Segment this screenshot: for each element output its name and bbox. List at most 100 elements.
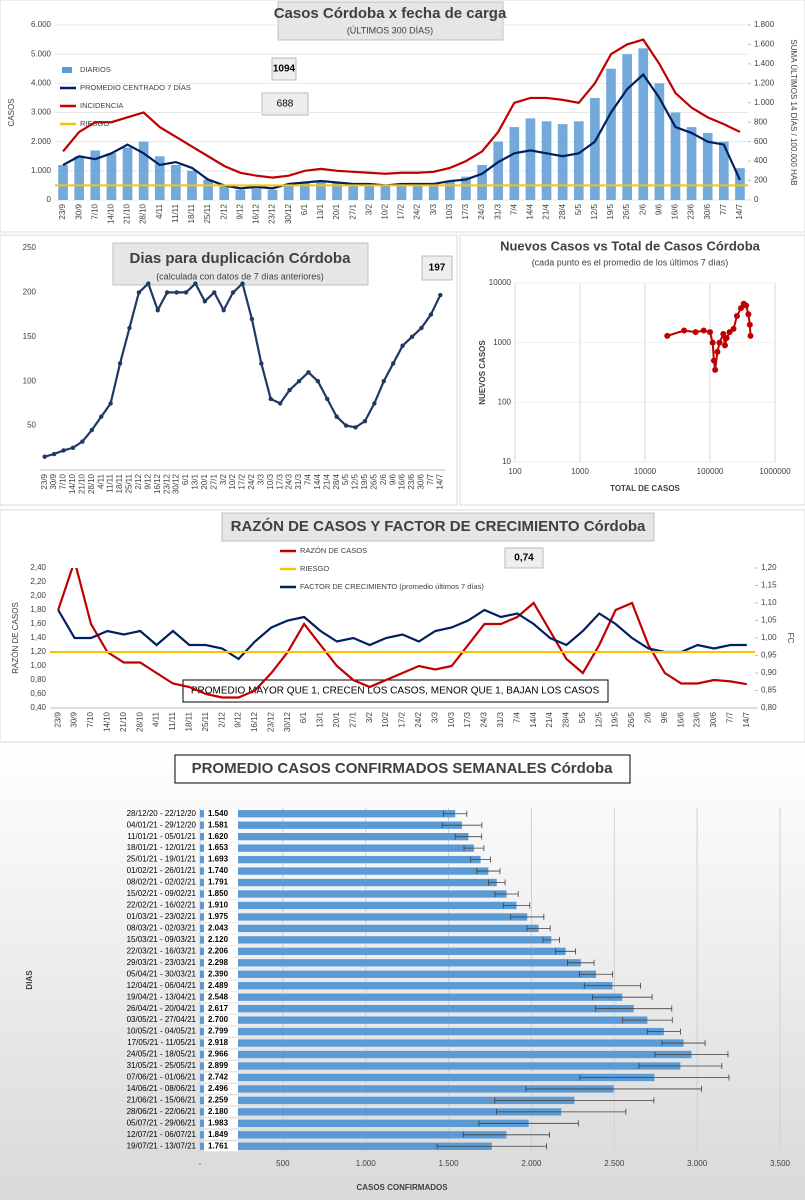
y-tick-label: 1.000 bbox=[31, 166, 52, 175]
value-label-box bbox=[204, 1083, 238, 1094]
error-bar bbox=[462, 1131, 550, 1138]
x-tick-label: 7/7 bbox=[426, 473, 435, 485]
bar bbox=[445, 181, 455, 200]
x-tick-label: 26/5 bbox=[369, 473, 378, 489]
point bbox=[164, 290, 170, 295]
y-tick-label: 05/04/21 - 30/03/21 bbox=[127, 969, 197, 978]
x-tick-label: 6/1 bbox=[181, 473, 190, 485]
chart-title: Casos Córdoba x fecha de carga bbox=[274, 5, 507, 22]
y2-tick-label: 0,90 bbox=[761, 668, 777, 677]
y2-tick-label: 1,10 bbox=[761, 598, 777, 607]
error-bar bbox=[525, 1085, 702, 1092]
x-tick-label: 14/10 bbox=[68, 473, 77, 494]
y-tick-label: 31/05/21 - 25/05/21 bbox=[127, 1061, 197, 1070]
y2-tick-label: 600 bbox=[754, 137, 768, 146]
value-label: 1.581 bbox=[208, 820, 229, 829]
x-tick-label: 7/4 bbox=[304, 473, 313, 485]
y-tick-label: 1,40 bbox=[30, 633, 46, 642]
error-bar bbox=[478, 1120, 579, 1127]
x-tick-label: 19/5 bbox=[606, 203, 615, 219]
bar bbox=[396, 183, 407, 200]
value-label-box bbox=[204, 946, 238, 957]
value-label-box bbox=[204, 934, 238, 945]
bar bbox=[200, 855, 481, 864]
bar bbox=[525, 118, 536, 200]
bar bbox=[718, 141, 729, 200]
y2-tick-label: 1,20 bbox=[761, 563, 777, 572]
y-tick-label: 12/04/21 - 06/04/21 bbox=[127, 981, 197, 990]
bar bbox=[200, 947, 566, 956]
point bbox=[714, 348, 721, 355]
x-tick-label: 3/2 bbox=[364, 203, 373, 215]
y-tick-label: 17/05/21 - 11/05/21 bbox=[127, 1038, 196, 1047]
error-bar bbox=[542, 936, 560, 943]
x-tick-label: 21/10 bbox=[123, 203, 132, 224]
error-bar bbox=[567, 959, 595, 966]
bar bbox=[622, 54, 632, 200]
x-tick-label: 17/2 bbox=[238, 473, 247, 489]
point bbox=[89, 427, 95, 433]
y-tick-label: 18/01/21 - 12/01/21 bbox=[127, 843, 197, 852]
bar bbox=[200, 832, 469, 841]
bar bbox=[200, 924, 539, 933]
x-tick-label: 23/6 bbox=[693, 711, 702, 727]
series-line bbox=[57, 568, 747, 699]
error-bar bbox=[436, 1143, 547, 1150]
bar bbox=[541, 121, 552, 200]
x-tick-label: 9/12 bbox=[143, 473, 152, 489]
point bbox=[117, 361, 123, 366]
x-tick-label: 11/11 bbox=[168, 711, 177, 730]
x-tick-label: 9/12 bbox=[234, 711, 243, 727]
bar bbox=[606, 68, 616, 200]
bar bbox=[380, 185, 391, 200]
value-label: 2.799 bbox=[208, 1027, 229, 1036]
value-label-box bbox=[204, 911, 238, 922]
x-tick-label: 1.000 bbox=[356, 1159, 377, 1168]
y-tick-label: 0 bbox=[47, 195, 52, 204]
x-tick-label: 7/4 bbox=[509, 203, 518, 215]
point bbox=[296, 379, 302, 384]
x-tick-label: 14/10 bbox=[107, 203, 116, 224]
y2-tick-label: 0,95 bbox=[761, 651, 777, 660]
bar bbox=[686, 127, 697, 200]
value-label: 2.496 bbox=[208, 1084, 229, 1093]
bar bbox=[493, 141, 504, 200]
value-label: 1.791 bbox=[208, 878, 229, 887]
value-label-box bbox=[204, 1038, 238, 1049]
y-axis-label: RAZÓN DE CASOS bbox=[11, 602, 20, 674]
legend-label: RIESGO bbox=[300, 564, 329, 573]
bar bbox=[203, 179, 213, 200]
point bbox=[136, 290, 142, 295]
x-tick-label: 28/10 bbox=[87, 473, 96, 494]
bar bbox=[200, 810, 456, 818]
y-tick-label: 10000 bbox=[489, 278, 512, 287]
error-bar bbox=[595, 1005, 673, 1012]
annotation: 688 bbox=[277, 99, 294, 110]
annotation: PROMEDIO MAYOR QUE 1, CRECEN LOS CASOS, … bbox=[191, 686, 600, 697]
bar bbox=[200, 959, 581, 967]
point bbox=[221, 307, 226, 313]
y-tick-label: 04/01/21 - 29/12/20 bbox=[127, 820, 197, 829]
x-tick-label: 27/1 bbox=[348, 203, 357, 219]
point bbox=[315, 379, 321, 384]
point bbox=[80, 439, 85, 444]
legend-label: RAZÓN DE CASOS bbox=[300, 546, 367, 555]
point bbox=[212, 290, 217, 295]
x-tick-label: 26/5 bbox=[622, 203, 631, 219]
error-bar bbox=[488, 879, 506, 886]
value-label: 2.617 bbox=[208, 1004, 229, 1013]
point bbox=[664, 332, 671, 339]
x-tick-label: 14/4 bbox=[526, 203, 535, 219]
value-label: 1.740 bbox=[208, 866, 229, 875]
x-tick-label: 24/2 bbox=[413, 203, 422, 219]
point bbox=[70, 445, 76, 450]
x-tick-label: 16/12 bbox=[250, 711, 259, 732]
x-tick-label: 12/5 bbox=[594, 711, 603, 727]
x-tick-label: 18/11 bbox=[187, 203, 196, 223]
point bbox=[155, 307, 160, 313]
y2-tick-label: 1.800 bbox=[754, 20, 775, 29]
x-tick-label: 16/6 bbox=[671, 203, 680, 219]
x-tick-label: 2/12 bbox=[217, 711, 226, 727]
x-tick-label: 10/3 bbox=[445, 203, 454, 219]
x-tick-label: 30/12 bbox=[284, 203, 293, 224]
